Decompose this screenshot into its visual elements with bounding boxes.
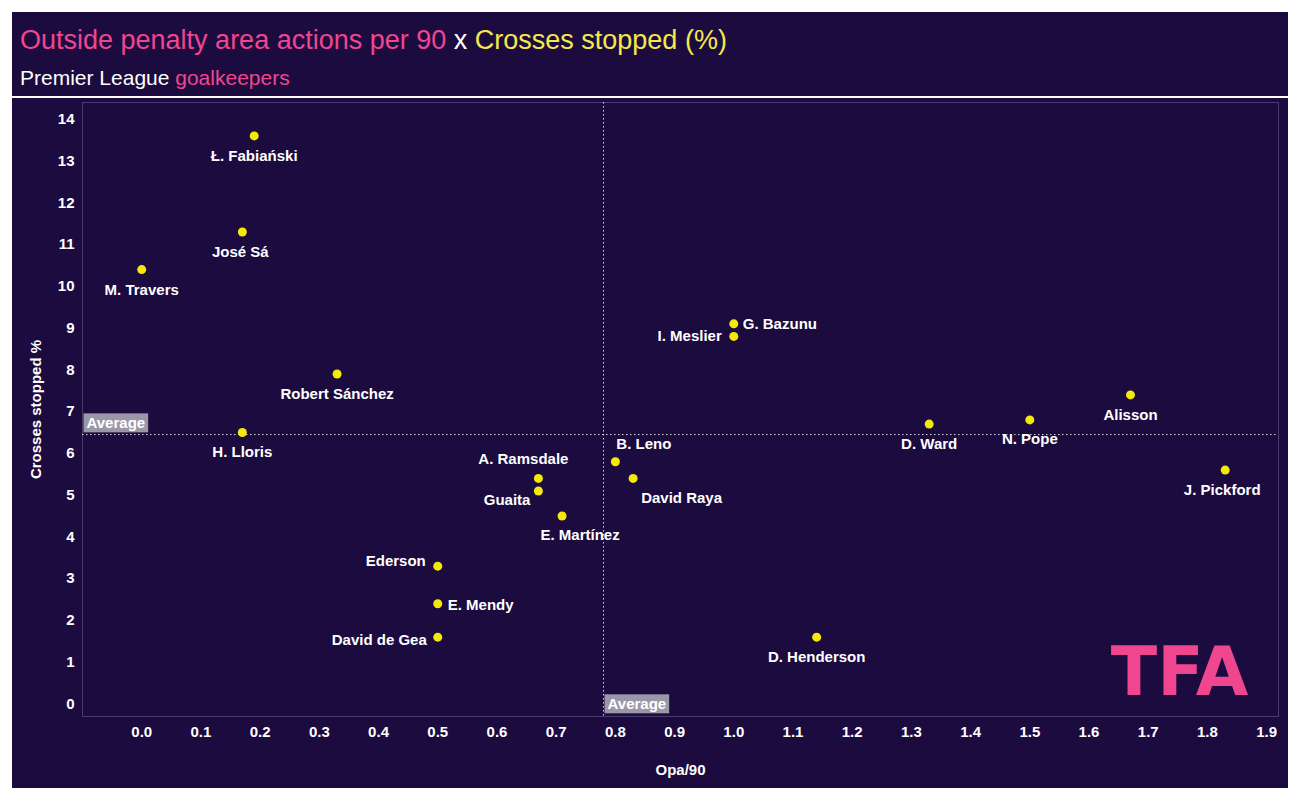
svg-text:E. Martínez: E. Martínez — [540, 526, 619, 543]
svg-text:0.2: 0.2 — [250, 723, 271, 740]
svg-text:Guaita: Guaita — [484, 491, 531, 508]
svg-text:D. Henderson: D. Henderson — [768, 648, 866, 665]
svg-text:1.9: 1.9 — [1256, 723, 1277, 740]
svg-text:12: 12 — [58, 194, 75, 211]
svg-text:N. Pope: N. Pope — [1002, 430, 1058, 447]
svg-text:1.1: 1.1 — [783, 723, 804, 740]
svg-text:J. Pickford: J. Pickford — [1184, 481, 1261, 498]
svg-text:0.8: 0.8 — [605, 723, 626, 740]
svg-text:Ederson: Ederson — [366, 552, 426, 569]
svg-text:José Sá: José Sá — [212, 243, 269, 260]
svg-text:David de Gea: David de Gea — [332, 631, 428, 648]
svg-text:1.3: 1.3 — [901, 723, 922, 740]
svg-text:Average: Average — [608, 695, 667, 712]
html-text:Outside penalty area actions p: Outside penalty area actions per 90 x Cr… — [20, 25, 727, 55]
svg-text:B. Leno: B. Leno — [616, 435, 671, 452]
svg-text:Ł. Fabiański: Ł. Fabiański — [211, 147, 298, 164]
svg-text:Robert Sánchez: Robert Sánchez — [280, 385, 393, 402]
svg-text:0.9: 0.9 — [664, 723, 685, 740]
svg-text:1: 1 — [66, 653, 74, 670]
svg-text:1.7: 1.7 — [1138, 723, 1159, 740]
svg-text:1.6: 1.6 — [1079, 723, 1100, 740]
svg-text:0: 0 — [66, 695, 74, 712]
svg-text:Opa/90: Opa/90 — [655, 761, 705, 778]
svg-text:14: 14 — [58, 110, 75, 127]
svg-text:10: 10 — [58, 277, 75, 294]
svg-text:0.3: 0.3 — [309, 723, 330, 740]
svg-text:H. Lloris: H. Lloris — [212, 443, 272, 460]
svg-text:13: 13 — [58, 152, 75, 169]
svg-text:0.0: 0.0 — [131, 723, 152, 740]
svg-text:9: 9 — [66, 319, 74, 336]
svg-text:I. Meslier: I. Meslier — [658, 327, 722, 344]
svg-text:TFA: TFA — [1111, 632, 1249, 711]
svg-text:0.4: 0.4 — [368, 723, 390, 740]
svg-text:0.6: 0.6 — [487, 723, 508, 740]
svg-text:3: 3 — [66, 569, 74, 586]
svg-text:G. Bazunu: G. Bazunu — [743, 315, 817, 332]
html-text:Premier League goalkeepers: Premier League goalkeepers — [20, 66, 290, 89]
svg-text:E. Mendy: E. Mendy — [448, 596, 515, 613]
svg-text:Alisson: Alisson — [1103, 406, 1157, 423]
svg-text:A. Ramsdale: A. Ramsdale — [478, 450, 568, 467]
svg-text:D. Ward: D. Ward — [901, 435, 957, 452]
svg-text:0.7: 0.7 — [546, 723, 567, 740]
svg-text:David Raya: David Raya — [641, 489, 723, 506]
svg-text:1.0: 1.0 — [723, 723, 744, 740]
svg-text:Average: Average — [87, 414, 146, 431]
svg-text:1.2: 1.2 — [842, 723, 863, 740]
svg-text:4: 4 — [66, 528, 75, 545]
svg-text:6: 6 — [66, 444, 74, 461]
svg-text:0.1: 0.1 — [190, 723, 211, 740]
svg-text:1.4: 1.4 — [960, 723, 982, 740]
svg-text:Crosses stopped %: Crosses stopped % — [27, 340, 44, 479]
svg-text:0.5: 0.5 — [427, 723, 448, 740]
svg-text:7: 7 — [66, 402, 74, 419]
svg-text:1.8: 1.8 — [1197, 723, 1218, 740]
svg-text:M. Travers: M. Travers — [105, 281, 179, 298]
svg-text:11: 11 — [59, 235, 75, 252]
svg-text:8: 8 — [66, 361, 74, 378]
svg-text:1.5: 1.5 — [1019, 723, 1040, 740]
svg-text:2: 2 — [66, 611, 74, 628]
svg-text:5: 5 — [66, 486, 74, 503]
